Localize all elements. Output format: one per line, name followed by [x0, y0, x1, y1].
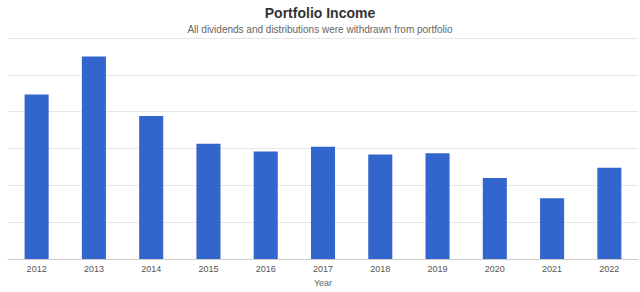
svg-text:2018: 2018 — [370, 264, 390, 274]
svg-text:2014: 2014 — [141, 264, 161, 274]
svg-text:2019: 2019 — [428, 264, 448, 274]
svg-text:2021: 2021 — [542, 264, 562, 274]
svg-text:2016: 2016 — [256, 264, 276, 274]
svg-text:Year: Year — [314, 278, 332, 288]
svg-text:2020: 2020 — [485, 264, 505, 274]
svg-text:2012: 2012 — [27, 264, 47, 274]
svg-text:2015: 2015 — [198, 264, 218, 274]
svg-text:2017: 2017 — [313, 264, 333, 274]
svg-text:All dividends and distribution: All dividends and distributions were wit… — [187, 24, 453, 35]
svg-text:Portfolio Income: Portfolio Income — [265, 5, 376, 21]
svg-text:2013: 2013 — [84, 264, 104, 274]
svg-text:2022: 2022 — [599, 264, 619, 274]
